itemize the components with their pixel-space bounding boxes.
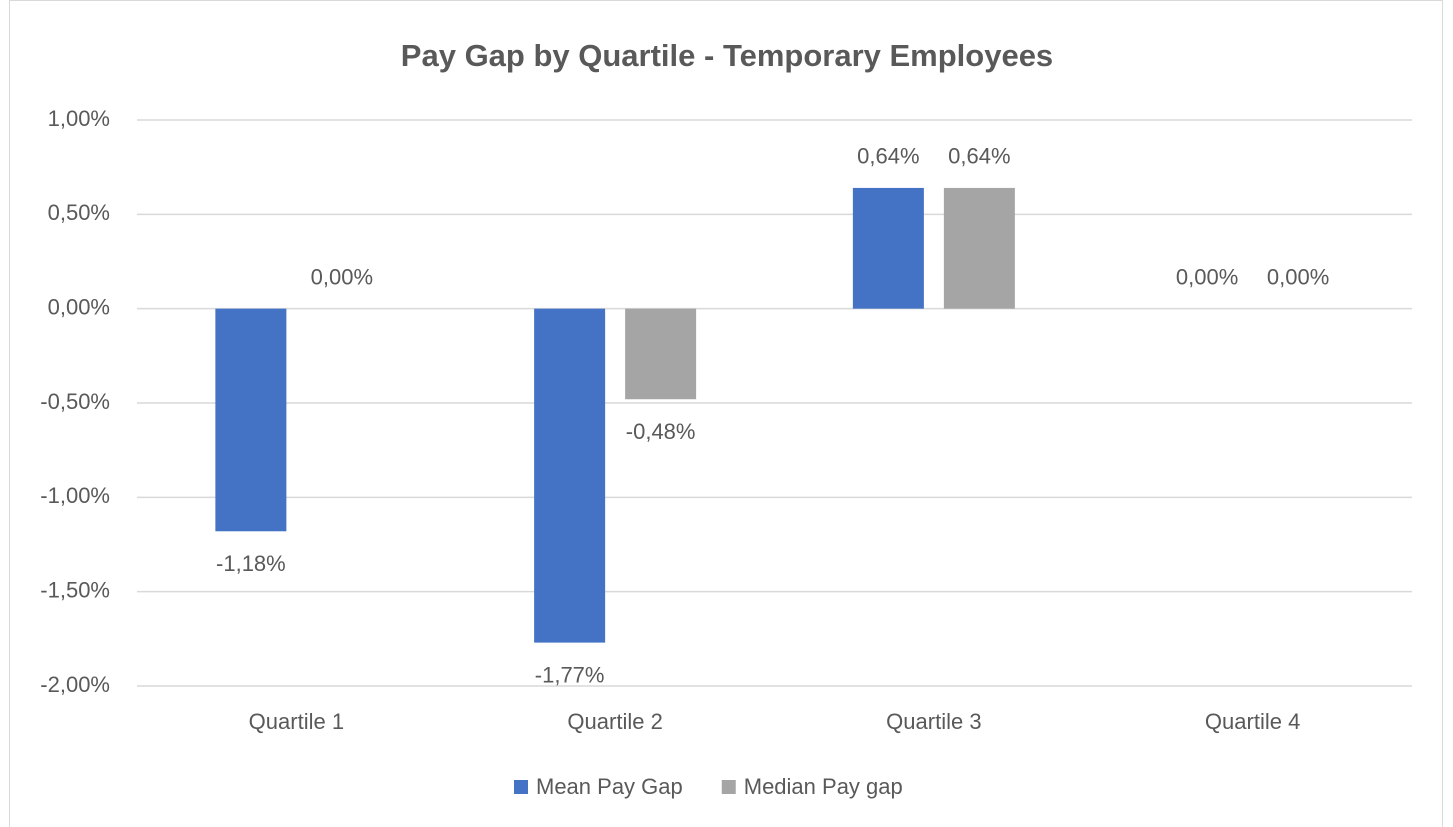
x-tick-label: Quartile 2 (567, 709, 662, 734)
y-tick-label: 1,00% (48, 106, 110, 131)
legend-swatch (721, 780, 736, 794)
y-tick-label: -1,00% (40, 483, 110, 508)
bar (625, 308, 697, 400)
bar (943, 187, 1015, 309)
y-tick-label: -1,50% (40, 577, 110, 602)
x-tick-label: Quartile 1 (249, 709, 344, 734)
data-label: 0,64% (948, 144, 1010, 169)
x-tick-label: Quartile 3 (886, 709, 981, 734)
data-label: -1,77% (535, 662, 605, 687)
legend-swatch (514, 780, 528, 794)
y-tick-label: 0,00% (48, 294, 110, 319)
data-label: -0,48% (626, 419, 696, 444)
bar (852, 187, 924, 309)
y-tick-label: -0,50% (40, 389, 110, 414)
chart-title: Pay Gap by Quartile - Temporary Employee… (401, 38, 1053, 73)
data-label: 0,64% (857, 144, 919, 169)
y-tick-label: 0,50% (48, 200, 110, 225)
data-label: 0,00% (1267, 264, 1329, 289)
legend-label: Mean Pay Gap (536, 774, 683, 799)
legend-label: Median Pay gap (744, 774, 903, 799)
x-tick-label: Quartile 4 (1205, 709, 1300, 734)
data-label: 0,00% (311, 264, 373, 289)
data-label: 0,00% (1176, 264, 1238, 289)
y-tick-label: -2,00% (40, 672, 110, 697)
bar (534, 308, 606, 643)
bar (215, 308, 287, 532)
data-label: -1,18% (216, 551, 286, 576)
